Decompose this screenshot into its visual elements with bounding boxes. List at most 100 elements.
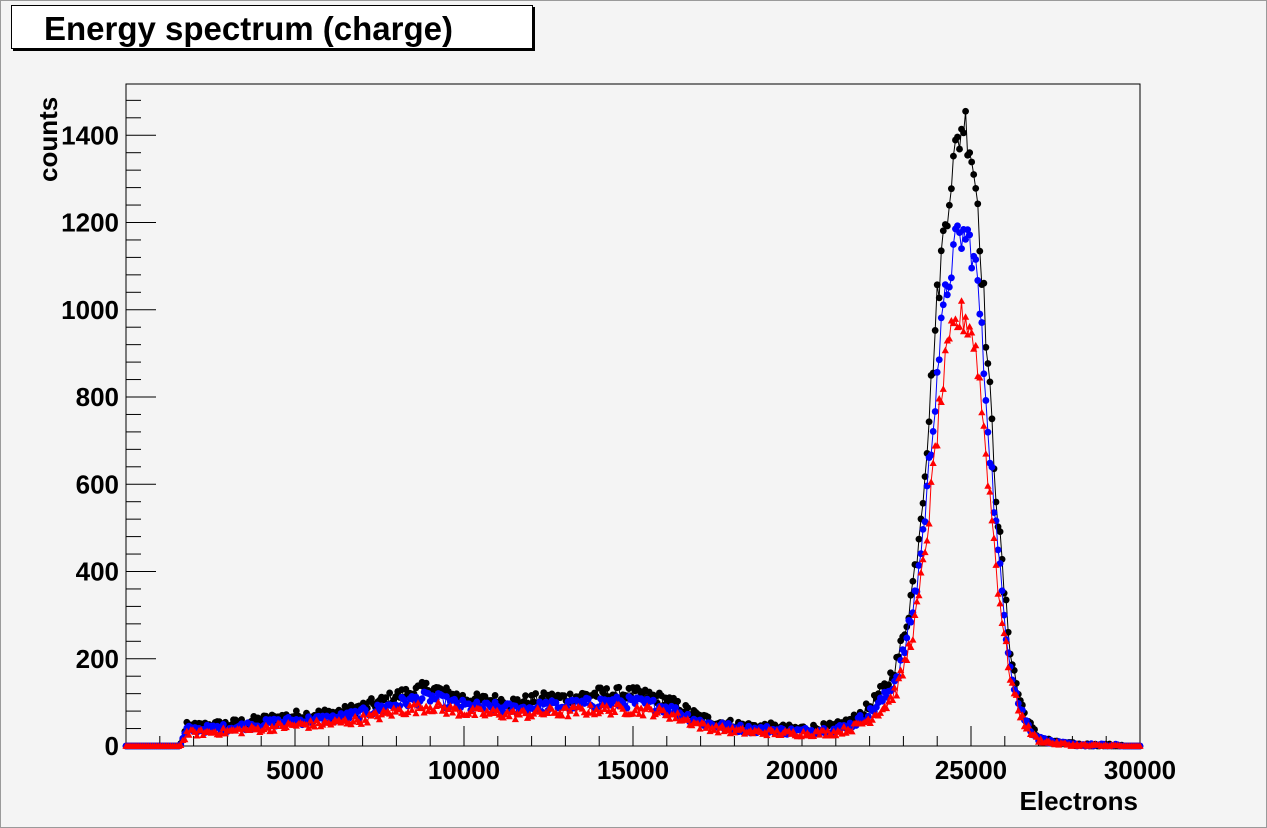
data-point [947, 185, 955, 193]
data-point [951, 315, 960, 322]
data-point [359, 711, 367, 718]
data-point [619, 705, 627, 712]
data-point [414, 699, 422, 706]
data-point [438, 707, 446, 714]
data-point [580, 700, 588, 707]
data-point [976, 247, 984, 255]
x-tick-label: 15000 [597, 755, 669, 785]
data-point [929, 428, 937, 435]
data-point [923, 536, 931, 544]
data-point [895, 674, 903, 682]
data-point [996, 528, 1004, 535]
y-tick-label: 400 [76, 557, 119, 587]
data-point [888, 696, 897, 704]
data-point [446, 702, 455, 709]
data-point [939, 301, 947, 309]
y-tick-label: 1000 [61, 295, 119, 325]
data-point [848, 727, 856, 735]
x-tick-label: 10000 [428, 755, 500, 785]
data-point [282, 723, 290, 731]
data-point [917, 568, 925, 576]
data-point [246, 726, 254, 734]
data-point [684, 704, 692, 712]
data-point [978, 408, 986, 416]
data-point [270, 727, 278, 734]
data-point [931, 327, 939, 334]
data-point [964, 226, 972, 234]
data-point [292, 707, 300, 715]
data-point [982, 450, 990, 457]
data-point [982, 343, 990, 351]
data-point [442, 710, 451, 717]
data-point [937, 247, 945, 255]
data-point [659, 706, 668, 713]
data-point [653, 709, 661, 716]
data-point [959, 327, 968, 335]
data-point [994, 546, 1002, 554]
data-point [521, 709, 530, 717]
data-point [418, 695, 426, 703]
data-point [254, 723, 262, 731]
data-point [773, 726, 781, 734]
data-point [915, 535, 923, 543]
data-point [704, 713, 712, 721]
data-point [990, 534, 998, 541]
data-point [412, 709, 420, 717]
data-point [672, 704, 679, 711]
data-point [947, 274, 955, 282]
data-point [1024, 721, 1033, 729]
data-point [974, 200, 982, 208]
data-point [1004, 663, 1012, 671]
data-point [996, 599, 1004, 607]
data-point [919, 499, 927, 507]
data-point [584, 695, 592, 703]
data-point [968, 158, 976, 166]
data-point [842, 729, 850, 736]
data-point [949, 319, 958, 327]
data-point [907, 618, 915, 626]
data-point [219, 724, 227, 731]
data-point [943, 222, 951, 230]
data-point [933, 281, 941, 289]
data-point [998, 587, 1006, 595]
data-point [443, 693, 450, 700]
data-point [933, 368, 941, 376]
chart-title: Energy spectrum (charge) [44, 10, 453, 47]
data-point [937, 314, 945, 322]
data-point [635, 710, 643, 717]
data-point [980, 370, 988, 378]
data-point [560, 692, 568, 700]
data-point [633, 703, 641, 710]
data-point [515, 711, 524, 718]
data-point [763, 731, 771, 739]
data-point [899, 672, 907, 679]
data-point [921, 548, 929, 556]
data-point [966, 231, 974, 239]
data-point [984, 428, 992, 436]
data-point [493, 706, 501, 714]
data-point [962, 235, 969, 243]
title-box: Energy spectrum (charge) [11, 5, 533, 49]
data-point [440, 703, 448, 710]
data-point [684, 715, 692, 722]
data-point [943, 291, 951, 299]
data-point [931, 408, 939, 415]
data-point [972, 256, 980, 263]
data-point [950, 241, 957, 248]
data-point [935, 294, 943, 302]
data-point [375, 715, 384, 723]
data-point [909, 577, 917, 585]
data-point [903, 656, 911, 663]
data-point [986, 488, 994, 495]
data-point [522, 692, 529, 700]
data-point [532, 690, 540, 697]
data-point [909, 636, 917, 643]
data-point [738, 724, 747, 732]
data-point [1014, 700, 1022, 707]
data-point [982, 397, 990, 404]
data-point [671, 714, 680, 722]
data-point [430, 707, 438, 714]
data-point [684, 710, 692, 718]
data-point [382, 694, 389, 701]
data-point [388, 712, 396, 719]
